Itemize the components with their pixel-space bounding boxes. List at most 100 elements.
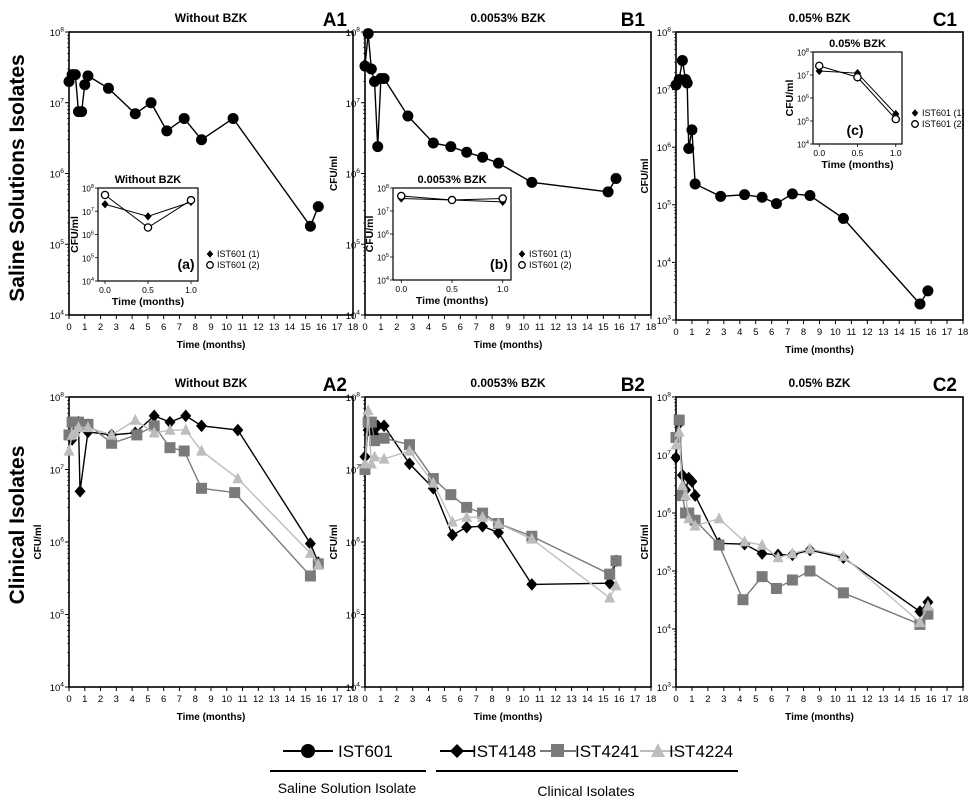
x-tick-label: 3 bbox=[410, 694, 415, 705]
x-tick-label: 6 bbox=[161, 694, 166, 705]
x-tick-label: 4 bbox=[426, 322, 431, 333]
x-tick-label: 14 bbox=[582, 322, 593, 333]
data-point bbox=[786, 574, 798, 586]
y-tick-label: 106 bbox=[50, 168, 65, 180]
x-tick-label: 2 bbox=[98, 694, 103, 705]
data-point bbox=[196, 134, 208, 146]
x-tick-label: 16 bbox=[926, 694, 937, 705]
inset-data-point bbox=[814, 61, 824, 71]
inset-legend: IST601 (1)IST601 (2) bbox=[911, 108, 965, 129]
chart-panel-b2: 0.0053% BZK B20 1 2 3 4 5 6 7 8 9 10 11 12 13 14 15 16 17 1… bbox=[329, 375, 656, 723]
data-point bbox=[461, 510, 473, 522]
x-tick-label: 13 bbox=[269, 694, 280, 705]
x-tick-label: 17 bbox=[332, 322, 343, 333]
y-tick-label: 108 bbox=[657, 392, 672, 404]
data-point bbox=[178, 445, 190, 457]
series-line bbox=[364, 421, 617, 576]
x-axis-label: Time (months) bbox=[474, 340, 543, 351]
x-tick-label: 6 bbox=[769, 694, 774, 705]
x-tick-label: 12 bbox=[253, 694, 264, 705]
y-tick-label: 108 bbox=[346, 392, 361, 404]
x-tick-label: 5 bbox=[442, 322, 447, 333]
chart-title: Without BZK bbox=[175, 11, 248, 25]
x-tick-label: 1 bbox=[689, 694, 694, 705]
x-tick-label: 5 bbox=[145, 694, 150, 705]
data-point bbox=[786, 547, 798, 559]
x-tick-label: 3 bbox=[721, 694, 726, 705]
data-point bbox=[369, 450, 381, 462]
data-point bbox=[372, 141, 384, 153]
x-tick-label: 9 bbox=[817, 327, 822, 338]
data-point bbox=[837, 549, 849, 561]
data-point bbox=[446, 528, 458, 542]
data-point bbox=[403, 457, 415, 471]
series-ist4148 bbox=[63, 409, 324, 569]
x-tick-label: 1 bbox=[378, 694, 383, 705]
inset-x-tick-label: 0.5 bbox=[446, 284, 458, 294]
inset-x-tick-label: 0.0 bbox=[813, 148, 825, 158]
inset-y-axis-label: CFU/ml bbox=[364, 216, 376, 253]
inset-legend-marker bbox=[911, 120, 919, 128]
x-tick-label: 15 bbox=[598, 322, 609, 333]
x-tick-label: 1 bbox=[378, 322, 383, 333]
series-ist4148 bbox=[359, 419, 622, 591]
y-tick-label: 106 bbox=[346, 168, 361, 180]
data-point bbox=[82, 421, 94, 433]
inset-legend-marker bbox=[518, 250, 526, 258]
data-point bbox=[756, 571, 768, 583]
inset-x-tick-label: 1.0 bbox=[890, 148, 902, 158]
x-tick-label: 18 bbox=[348, 694, 359, 705]
legend-group-saline: IST601 Saline Solution Isolate bbox=[270, 742, 426, 796]
inset-data-point bbox=[144, 212, 152, 221]
x-tick-label: 2 bbox=[705, 694, 710, 705]
row-labels: Saline Solutions Isolates Clinical Isola… bbox=[6, 54, 29, 604]
panel-label: A1 bbox=[323, 10, 348, 31]
x-tick-label: 15 bbox=[300, 322, 311, 333]
data-point bbox=[180, 409, 192, 423]
x-tick-label: 5 bbox=[442, 694, 447, 705]
data-point bbox=[681, 77, 693, 89]
chart-title: 0.0053% BZK bbox=[470, 11, 546, 25]
x-tick-label: 4 bbox=[129, 694, 134, 705]
x-tick-label: 4 bbox=[737, 327, 742, 338]
x-tick-label: 16 bbox=[316, 694, 327, 705]
x-tick-label: 11 bbox=[238, 694, 248, 705]
data-point bbox=[715, 190, 727, 202]
x-tick-label: 11 bbox=[846, 327, 856, 338]
x-tick-label: 11 bbox=[238, 322, 248, 333]
data-point bbox=[82, 70, 94, 82]
x-tick-label: 5 bbox=[753, 694, 758, 705]
x-tick-label: 15 bbox=[910, 327, 921, 338]
data-point bbox=[148, 409, 160, 423]
data-point bbox=[676, 479, 688, 491]
row-label-clinical: Clinical Isolates bbox=[6, 446, 29, 605]
inset-series-2 bbox=[397, 191, 507, 205]
data-point bbox=[772, 551, 784, 563]
y-tick-label: 105 bbox=[657, 200, 672, 212]
y-tick-label: 105 bbox=[657, 566, 672, 578]
x-tick-label: 14 bbox=[894, 327, 905, 338]
inset-legend-label: IST601 (1) bbox=[217, 249, 260, 259]
data-point bbox=[610, 172, 622, 184]
data-point bbox=[229, 487, 241, 499]
y-tick-label: 105 bbox=[346, 609, 361, 621]
y-tick-label: 105 bbox=[346, 239, 361, 251]
x-tick-label: 7 bbox=[785, 694, 790, 705]
x-tick-label: 12 bbox=[862, 694, 873, 705]
x-tick-label: 13 bbox=[269, 322, 280, 333]
data-point bbox=[180, 423, 192, 435]
x-tick-label: 17 bbox=[942, 694, 953, 705]
chart-title: 0.05% BZK bbox=[788, 376, 850, 390]
inset-x-tick-label: 0.0 bbox=[395, 284, 407, 294]
series-line bbox=[675, 423, 929, 613]
data-point bbox=[673, 414, 685, 426]
x-tick-label: 18 bbox=[348, 322, 359, 333]
inset-y-axis-label: CFU/ml bbox=[784, 80, 796, 117]
series-ist601 bbox=[359, 28, 622, 198]
legend-swatch-marker-ist4224 bbox=[651, 743, 665, 757]
data-point bbox=[676, 55, 688, 67]
data-point bbox=[602, 186, 614, 198]
legend-swatch-marker-ist4148 bbox=[450, 744, 464, 758]
x-tick-label: 14 bbox=[894, 694, 905, 705]
data-point bbox=[914, 616, 926, 628]
